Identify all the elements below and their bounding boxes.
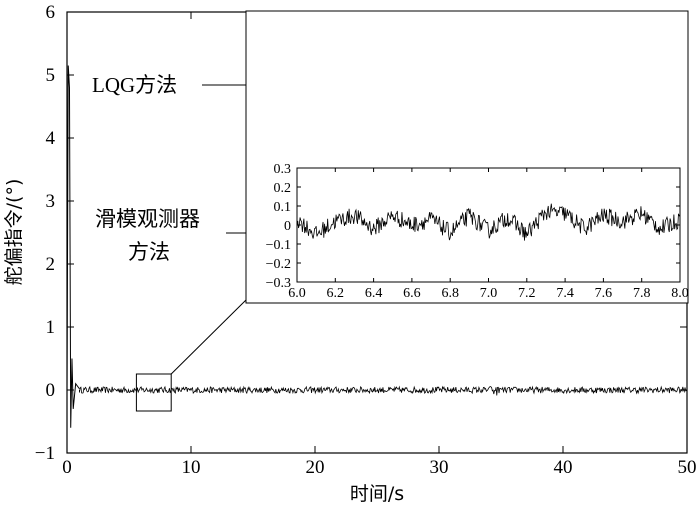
zoom-indicator xyxy=(135,299,247,412)
y-tick-label: 3 xyxy=(46,191,56,212)
inset-y-tick-label: −0.3 xyxy=(266,276,291,291)
inset-smo-panel: 6.0 6.2 6.4 6.6 6.8 7.0 7.2 7.4 7.6 7.8 8.0 −0.3 −0.… xyxy=(245,10,689,304)
y-tick-label: 5 xyxy=(46,65,56,86)
inset-x-tick-label: 7.6 xyxy=(595,286,613,301)
zoom-connector xyxy=(170,299,247,375)
main-ticks: 0 10 20 30 40 50 −1 0 1 2 3 4 5 6 xyxy=(35,2,697,478)
inset-y-tick-label: 0.2 xyxy=(274,181,292,196)
x-axis-label: 时间/s xyxy=(350,483,404,505)
x-tick-label: 30 xyxy=(430,457,449,478)
inset-x-tick-label: 6.6 xyxy=(403,286,421,301)
inset-x-tick-label: 7.4 xyxy=(556,286,574,301)
inset-outer-frame xyxy=(245,10,689,304)
main-series xyxy=(66,65,687,428)
inset-series-line xyxy=(296,203,681,241)
y-tick-label: 6 xyxy=(46,2,56,23)
x-tick-label: 10 xyxy=(182,457,201,478)
inset-y-tick-label: −0.1 xyxy=(266,238,291,253)
main-noise-line xyxy=(79,385,687,396)
y-axis-label: 舵偏指令/(°) xyxy=(3,179,25,286)
inset-x-tick-label: 6.4 xyxy=(365,286,383,301)
y-tick-label: 1 xyxy=(46,317,56,338)
inset-x-tick-label: 6.2 xyxy=(327,286,345,301)
inset-y-tick-label: 0.3 xyxy=(274,162,292,177)
zoom-box xyxy=(135,373,172,412)
inset-y-tick-label: 0 xyxy=(284,219,291,234)
y-tick-label: 4 xyxy=(46,128,56,149)
inset-x-tick-label: 7.0 xyxy=(480,286,498,301)
x-tick-label: 50 xyxy=(678,457,697,478)
inset-y-tick-label: −0.2 xyxy=(266,257,291,272)
main-transient-line xyxy=(66,65,80,428)
inset-x-tick-label: 7.8 xyxy=(633,286,651,301)
x-tick-label: 40 xyxy=(554,457,573,478)
x-tick-label: 20 xyxy=(306,457,325,478)
y-tick-label: −1 xyxy=(35,443,55,464)
inset-x-tick-label: 6.8 xyxy=(441,286,459,301)
x-tick-label: 0 xyxy=(62,457,72,478)
inset-x-tick-label: 7.2 xyxy=(518,286,536,301)
inset-y-tick-label: 0.1 xyxy=(274,200,292,215)
y-tick-label: 2 xyxy=(46,254,56,275)
annotation-smo-line2: 方法 xyxy=(128,240,170,264)
annotation-lqg: LQG方法 xyxy=(92,73,177,97)
inset-x-tick-label: 6.0 xyxy=(288,286,306,301)
annotation-smo-line1: 滑模观测器 xyxy=(95,207,200,231)
y-tick-label: 0 xyxy=(46,380,56,401)
inset-x-tick-label: 8.0 xyxy=(671,286,689,301)
